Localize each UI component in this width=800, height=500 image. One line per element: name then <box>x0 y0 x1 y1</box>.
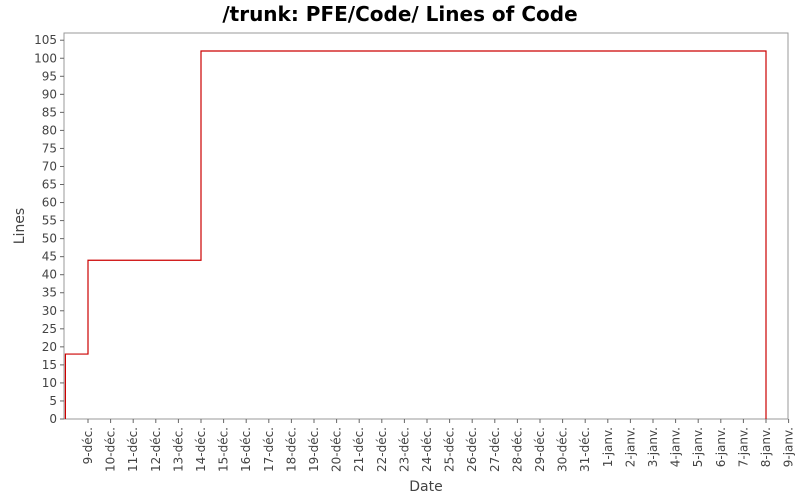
x-tick-label: 1-janv. <box>601 427 615 467</box>
y-tick-label: 80 <box>42 123 57 137</box>
series-group <box>64 50 767 419</box>
x-tick-label: 23-déc. <box>397 427 411 472</box>
x-tick-label: 29-déc. <box>533 427 547 472</box>
y-tick-label: 105 <box>34 33 57 47</box>
x-tick-label: 27-déc. <box>488 427 502 472</box>
x-tick-label: 26-déc. <box>465 427 479 472</box>
series-line <box>64 50 767 419</box>
x-tick-label: 22-déc. <box>375 427 389 472</box>
y-tick-label: 40 <box>42 268 57 282</box>
x-tick-label: 31-déc. <box>578 427 592 472</box>
x-tick-label: 28-déc. <box>510 427 524 472</box>
x-axis: 9-déc. 10-déc. 11-déc. 12-déc. 13-déc. 14-déc… <box>81 419 796 472</box>
x-tick-label: 30-déc. <box>556 427 570 472</box>
x-tick-label: 15-déc. <box>217 427 231 472</box>
x-tick-label: 9-déc. <box>81 427 95 464</box>
y-tick-label: 100 <box>34 51 57 65</box>
x-tick-label: 12-déc. <box>149 427 163 472</box>
x-tick-label: 19-déc. <box>307 427 321 472</box>
x-tick-label: 2-janv. <box>623 427 637 467</box>
x-tick-label: 10-déc. <box>104 427 118 472</box>
x-tick-label: 18-déc. <box>284 427 298 472</box>
y-tick-label: 15 <box>42 358 57 372</box>
x-tick-label: 20-déc. <box>330 427 344 472</box>
y-tick-label: 85 <box>42 105 57 119</box>
y-tick-label: 5 <box>49 394 57 408</box>
y-tick-label: 60 <box>42 196 57 210</box>
y-tick-label: 90 <box>42 87 57 101</box>
x-tick-label: 4-janv. <box>669 427 683 467</box>
y-tick-label: 50 <box>42 232 57 246</box>
y-tick-label: 70 <box>42 159 57 173</box>
y-tick-label: 65 <box>42 178 57 192</box>
x-tick-label: 21-déc. <box>352 427 366 472</box>
plot-area <box>63 32 789 420</box>
y-tick-label: 45 <box>42 250 57 264</box>
y-tick-label: 30 <box>42 304 57 318</box>
chart-title: /trunk: PFE/Code/ Lines of Code <box>222 2 578 26</box>
y-tick-label: 75 <box>42 141 57 155</box>
y-axis-label: Lines <box>12 208 28 244</box>
y-tick-label: 35 <box>42 286 57 300</box>
y-tick-label: 95 <box>42 69 57 83</box>
y-tick-label: 25 <box>42 322 57 336</box>
y-tick-label: 10 <box>42 376 57 390</box>
x-tick-label: 9-janv. <box>782 427 796 467</box>
x-tick-label: 17-déc. <box>262 427 276 472</box>
x-tick-label: 6-janv. <box>714 427 728 467</box>
x-tick-label: 25-déc. <box>443 427 457 472</box>
y-tick-label: 0 <box>49 412 57 426</box>
y-axis: 0 5 10 15 20 25 30 35 40 45 50 55 60 65 70 75 80 85 90 95 10… <box>34 33 64 426</box>
x-tick-label: 11-déc. <box>126 427 140 472</box>
x-tick-label: 5-janv. <box>691 427 705 467</box>
x-tick-label: 13-déc. <box>171 427 185 472</box>
y-tick-label: 55 <box>42 214 57 228</box>
y-tick-label: 20 <box>42 340 57 354</box>
x-tick-label: 24-déc. <box>420 427 434 472</box>
x-axis-label: Date <box>409 479 442 495</box>
x-tick-label: 3-janv. <box>646 427 660 467</box>
x-tick-label: 16-déc. <box>239 427 253 472</box>
x-tick-label: 7-janv. <box>736 427 750 467</box>
x-tick-label: 8-janv. <box>759 427 773 467</box>
x-tick-label: 14-déc. <box>194 427 208 472</box>
